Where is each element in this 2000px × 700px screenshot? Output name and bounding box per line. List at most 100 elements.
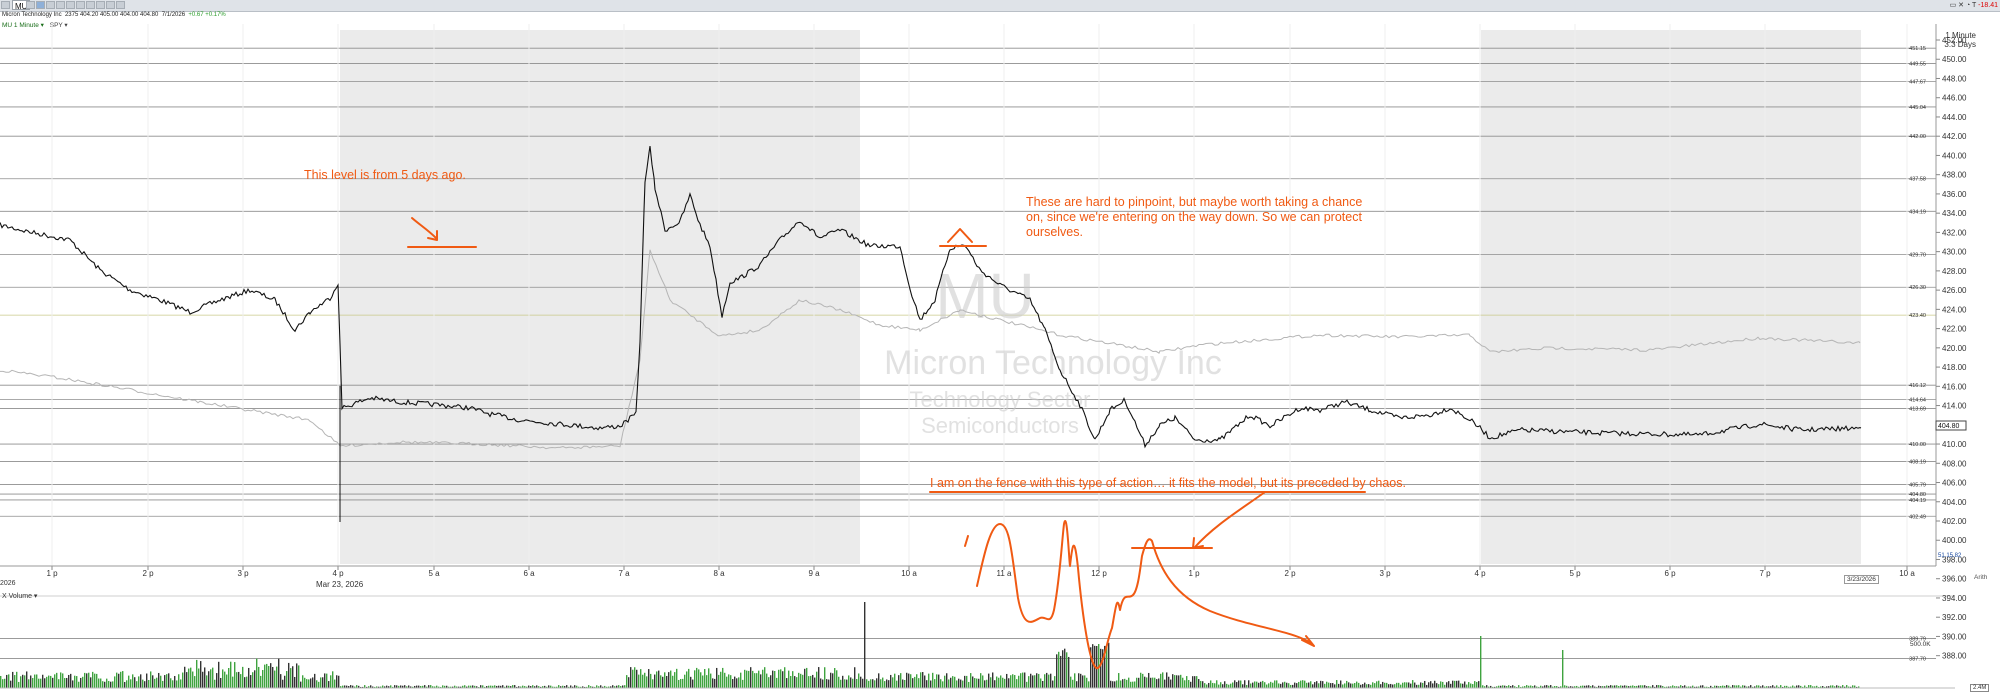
price-tick-label: 394.00 <box>1942 594 1967 603</box>
indicator-icon[interactable] <box>46 1 55 9</box>
level-label: 414.64 <box>1909 397 1926 403</box>
volume-bars <box>0 602 1860 688</box>
volume-bar <box>40 678 42 688</box>
volume-bar <box>894 673 896 688</box>
price-tick-label: 414.00 <box>1942 402 1967 411</box>
volume-bar <box>612 685 614 688</box>
time-axis[interactable]: 1 p 2 p 3 p 4 p 5 a 6 a 7 a 8 a 9 a 10 a 11 a 12 p 1… <box>0 565 1936 578</box>
volume-bar <box>594 686 596 688</box>
link-icon[interactable] <box>96 1 105 9</box>
volume-bar <box>1518 685 1520 688</box>
volume-bar <box>902 679 904 688</box>
volume-bar <box>1388 684 1390 688</box>
volume-bar <box>1190 681 1192 688</box>
volume-bar <box>1734 685 1736 688</box>
volume-bar <box>522 685 524 688</box>
price-tick-label: 424.00 <box>1942 305 1967 314</box>
crosshair-icon[interactable] <box>66 1 75 9</box>
interval-dropdown[interactable]: MU 1 Minute ▾ <box>2 22 44 29</box>
volume-bar <box>1212 682 1214 688</box>
volume-bar <box>450 686 452 688</box>
volume-bar <box>584 686 586 688</box>
volume-bar <box>1456 680 1458 688</box>
layout-icon[interactable] <box>106 1 115 9</box>
volume-bar <box>722 667 724 688</box>
interval-selector[interactable]: MU 1 Minute ▾ SPY ▾ <box>2 21 68 29</box>
compare-dropdown[interactable]: SPY ▾ <box>49 22 68 29</box>
volume-bar <box>70 673 72 688</box>
volume-bar <box>1562 650 1564 688</box>
quote-line: Micron Technology Inc 2375 404.20 405.00… <box>2 12 226 18</box>
volume-bar <box>66 677 68 688</box>
volume-bar <box>462 685 464 688</box>
price-tick-label: 388.00 <box>1942 652 1967 661</box>
volume-bar <box>782 671 784 688</box>
volume-bar <box>832 673 834 688</box>
volume-bar <box>1736 685 1738 688</box>
volume-bar <box>266 663 268 688</box>
volume-bar <box>200 661 202 688</box>
volume-bar <box>1288 683 1290 688</box>
volume-bar <box>974 678 976 688</box>
volume-bar <box>1498 685 1500 688</box>
window-icon[interactable]: ▭ ✕ ◔ <box>1949 2 1973 9</box>
volume-bar <box>736 678 738 688</box>
volume-bar <box>1678 686 1680 688</box>
volume-bar <box>1742 685 1744 688</box>
volume-bar <box>980 673 982 688</box>
volume-bar <box>704 669 706 688</box>
volume-header[interactable]: X Volume ▾ <box>2 593 38 600</box>
print-icon[interactable] <box>116 1 125 9</box>
volume-bar <box>1644 685 1646 688</box>
arith-toggle[interactable]: Arith <box>1974 574 1988 581</box>
volume-bar <box>1336 680 1338 688</box>
volume-bar <box>232 676 234 688</box>
volume-bar <box>1650 686 1652 688</box>
zoom-icon[interactable] <box>56 1 65 9</box>
volume-bar <box>1110 680 1112 688</box>
volume-bar <box>1162 672 1164 688</box>
volume-bar <box>1242 684 1244 688</box>
menu-icon[interactable] <box>1 1 10 9</box>
volume-bar <box>1604 686 1606 688</box>
volume-bar <box>828 679 830 688</box>
volume-bar <box>86 673 88 688</box>
volume-bar <box>1074 673 1076 688</box>
volume-bar <box>1400 684 1402 688</box>
volume-bar <box>662 676 664 688</box>
volume-bar <box>1606 685 1608 688</box>
volume-bar <box>148 680 150 688</box>
volume-bar <box>1626 685 1628 688</box>
volume-bar <box>890 674 892 688</box>
volume-bar <box>606 686 608 688</box>
volume-bar <box>1550 685 1552 688</box>
draw-tool-icon[interactable] <box>26 1 35 9</box>
volume-bar <box>710 673 712 688</box>
time-tick-label: 5 a <box>428 569 440 578</box>
volume-bar <box>154 678 156 688</box>
volume-bar <box>116 672 118 688</box>
chart-type-icon[interactable] <box>36 1 45 9</box>
volume-bar <box>394 685 396 688</box>
volume-bar <box>1608 685 1610 688</box>
text-tool-icon[interactable] <box>76 1 85 9</box>
volume-bar <box>286 671 288 688</box>
volume-bar <box>560 686 562 688</box>
volume-bar <box>1764 686 1766 688</box>
volume-bar <box>1702 685 1704 688</box>
volume-bar <box>812 674 814 688</box>
volume-bar <box>1602 686 1604 688</box>
volume-bar <box>578 686 580 688</box>
volume-bar <box>918 678 920 688</box>
volume-last-box: 2.4M <box>1970 684 1990 692</box>
volume-bar <box>352 685 354 688</box>
volume-bar <box>1824 686 1826 688</box>
price-tick-label: 440.00 <box>1942 151 1967 160</box>
volume-bar <box>1614 685 1616 688</box>
price-axis[interactable]: 452.00 450.00 448.00 446.00 444.00 442.00 440.… <box>1936 36 1967 661</box>
time-tick-label: 10 a <box>1899 569 1915 578</box>
volume-bar <box>284 675 286 688</box>
volume-bar <box>126 680 128 688</box>
settings-icon[interactable] <box>86 1 95 9</box>
